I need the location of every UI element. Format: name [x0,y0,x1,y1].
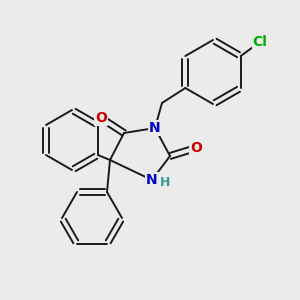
Text: Cl: Cl [253,35,267,49]
Text: H: H [160,176,170,188]
Text: N: N [149,121,161,135]
Text: N: N [146,173,158,187]
Text: O: O [95,111,107,125]
Text: O: O [190,141,202,155]
